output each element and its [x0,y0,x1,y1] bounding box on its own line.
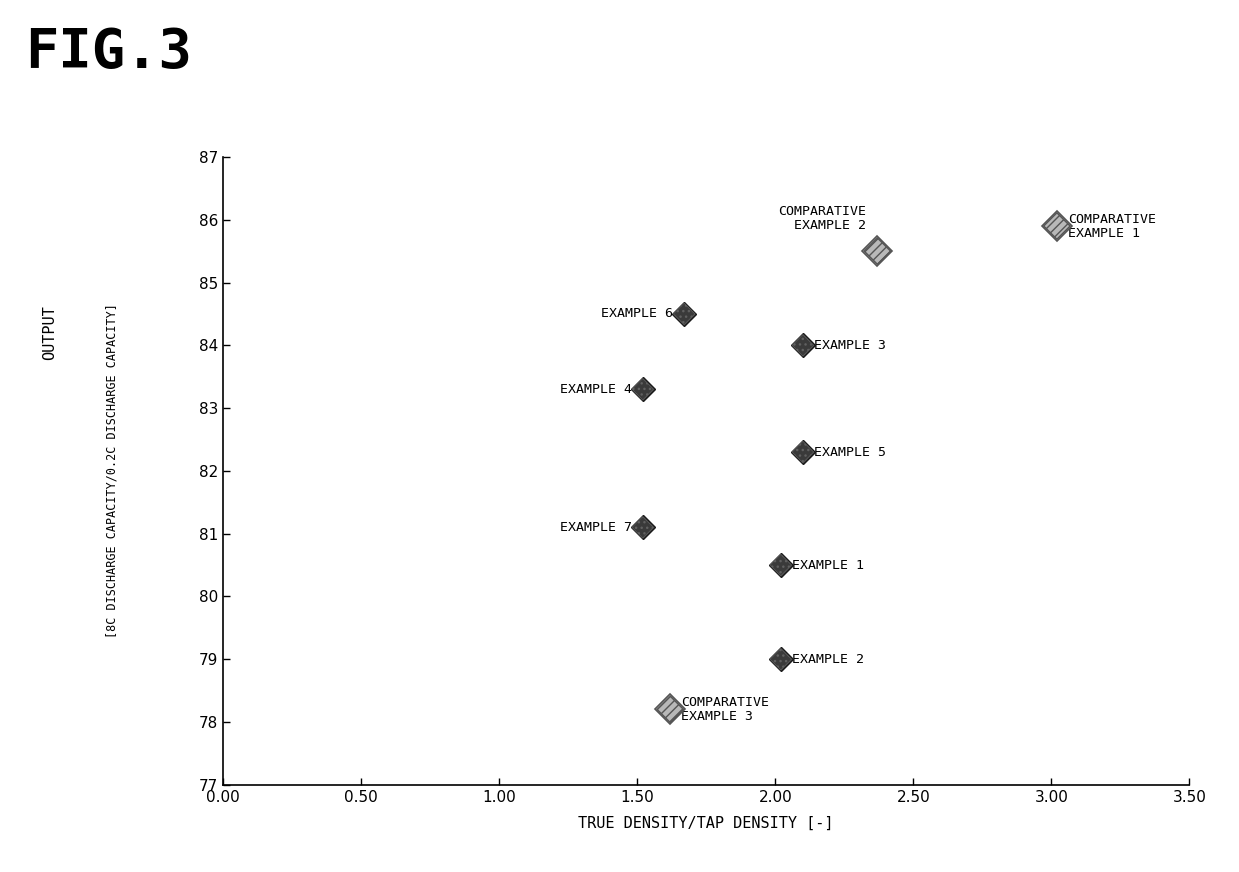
Text: EXAMPLE 6: EXAMPLE 6 [601,308,673,320]
Text: EXAMPLE 7: EXAMPLE 7 [560,521,632,534]
Text: OUTPUT: OUTPUT [42,305,57,360]
Text: EXAMPLE 5: EXAMPLE 5 [814,446,886,459]
Point [867,244,887,258]
Point [793,445,813,459]
Text: COMPARATIVE
EXAMPLE 1: COMPARATIVE EXAMPLE 1 [1068,213,1156,240]
X-axis label: TRUE DENSITY/TAP DENSITY [-]: TRUE DENSITY/TAP DENSITY [-] [579,816,834,831]
Point [674,307,694,321]
Point [1047,219,1067,233]
Text: EXAMPLE 1: EXAMPLE 1 [792,559,864,571]
Text: FIG.3: FIG.3 [25,26,192,79]
Point [660,703,680,717]
Point [793,338,813,352]
Text: [8C DISCHARGE CAPACITY/0.2C DISCHARGE CAPACITY]: [8C DISCHARGE CAPACITY/0.2C DISCHARGE CA… [105,303,118,638]
Text: EXAMPLE 4: EXAMPLE 4 [560,383,632,396]
Text: EXAMPLE 3: EXAMPLE 3 [814,339,886,351]
Point [633,521,653,535]
Point [771,652,790,666]
Point [633,382,653,396]
Text: EXAMPLE 2: EXAMPLE 2 [792,653,864,665]
Text: COMPARATIVE
EXAMPLE 3: COMPARATIVE EXAMPLE 3 [681,696,769,723]
Point [771,558,790,572]
Text: COMPARATIVE
EXAMPLE 2: COMPARATIVE EXAMPLE 2 [778,205,866,232]
